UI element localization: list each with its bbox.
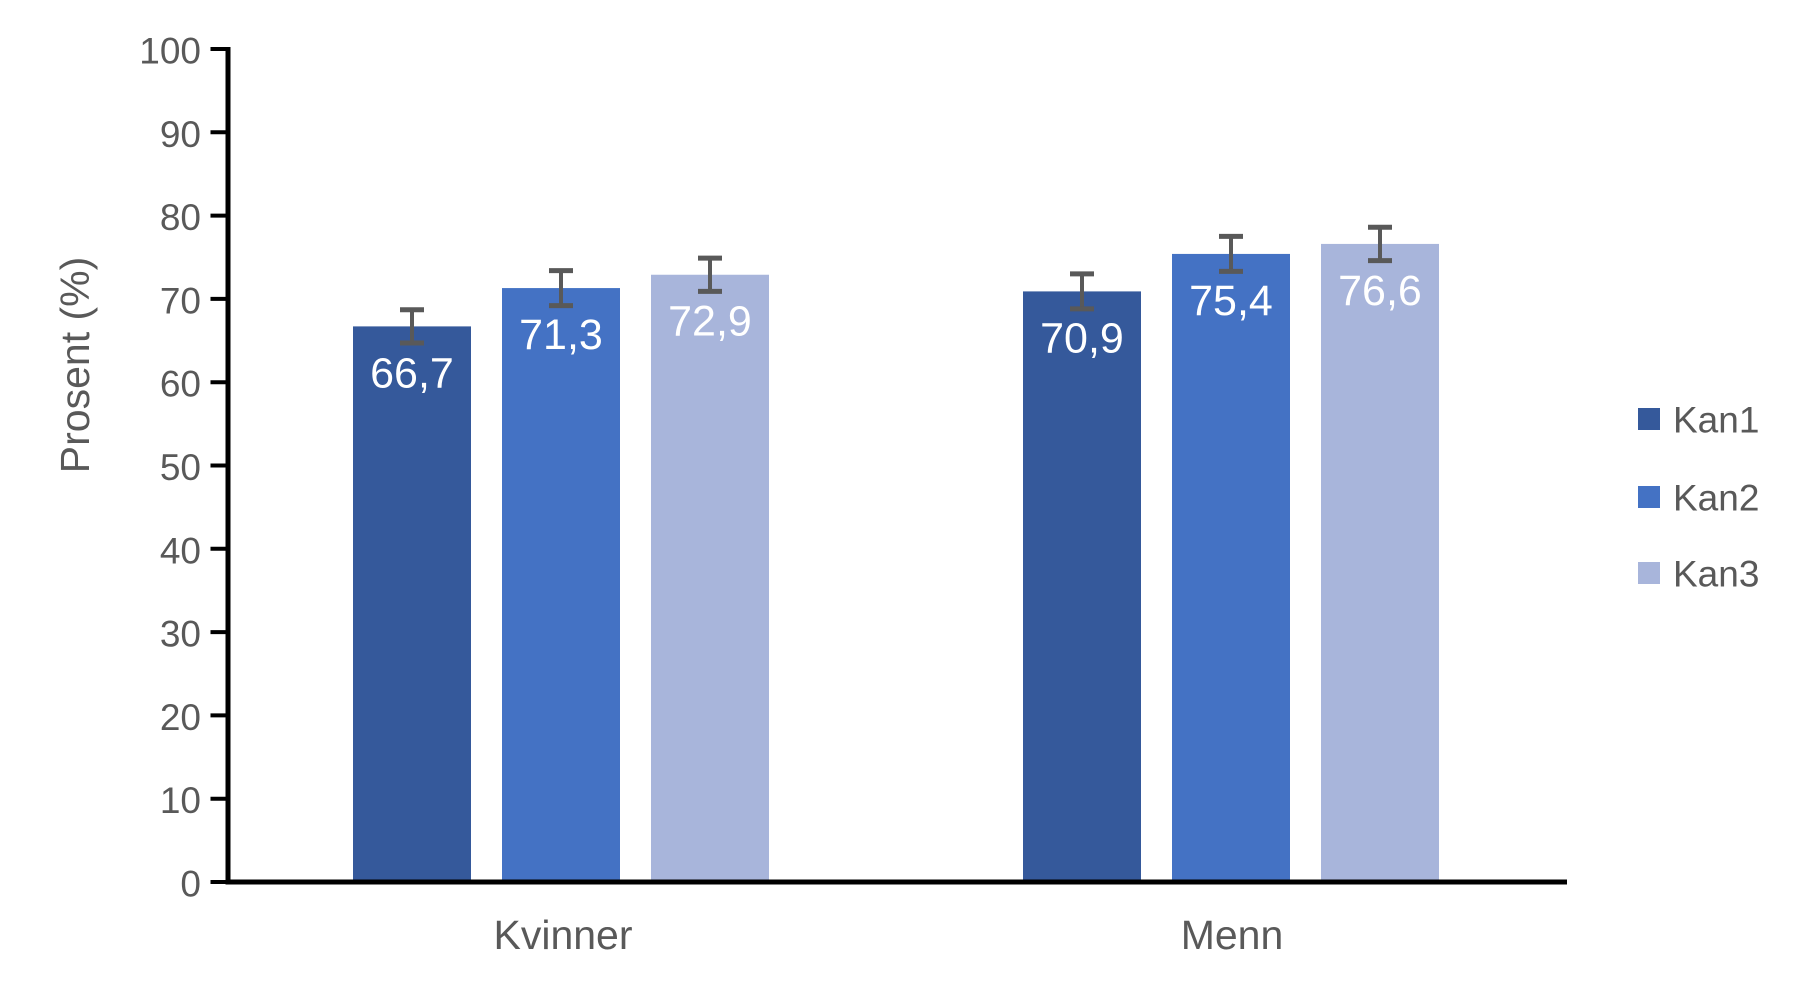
bar-kan3-menn [1321, 243, 1439, 884]
y-tick-label-90: 90 [160, 114, 201, 155]
category-label-kvinner: Kvinner [493, 912, 632, 958]
y-tick-label-0: 0 [180, 864, 201, 905]
legend-label-kan2: Kan2 [1673, 478, 1759, 519]
y-axis-title: Prosent (%) [52, 257, 98, 473]
y-tick-label-20: 20 [160, 697, 201, 738]
y-tick-label-40: 40 [160, 530, 201, 571]
value-label-kan3-kvinner: 72,9 [668, 298, 752, 346]
value-label-kan1-menn: 70,9 [1040, 314, 1124, 362]
value-label-kan3-menn: 76,6 [1338, 267, 1422, 315]
category-label-menn: Menn [1181, 912, 1284, 958]
value-label-kan2-menn: 75,4 [1189, 277, 1273, 325]
bar-kan2-kvinner [502, 288, 620, 884]
legend-label-kan3: Kan3 [1673, 554, 1759, 595]
legend-swatch-kan2 [1638, 486, 1660, 508]
bar-kan1-menn [1023, 291, 1141, 884]
y-tick-label-30: 30 [160, 614, 201, 655]
y-tick-label-50: 50 [160, 447, 201, 488]
legend-label-kan1: Kan1 [1673, 400, 1759, 441]
bar-kan3-kvinner [651, 274, 769, 884]
y-tick-label-100: 100 [139, 31, 201, 72]
bar-kan2-menn [1172, 253, 1290, 885]
y-tick-label-80: 80 [160, 197, 201, 238]
bar-kan1-kvinner [353, 326, 471, 884]
legend-swatch-kan3 [1638, 562, 1660, 584]
y-tick-label-60: 60 [160, 364, 201, 405]
plot-area: 0 10 20 30 40 50 60 70 80 90 100 66,7 70,9 71,3 75,4 72… [139, 31, 1567, 905]
value-label-kan1-kvinner: 66,7 [370, 349, 454, 397]
y-tick-label-10: 10 [160, 780, 201, 821]
legend: Kan1 Kan2 Kan3 [1638, 400, 1759, 595]
value-label-kan2-kvinner: 71,3 [519, 311, 603, 359]
y-tick-label-70: 70 [160, 280, 201, 321]
legend-swatch-kan1 [1638, 408, 1660, 430]
